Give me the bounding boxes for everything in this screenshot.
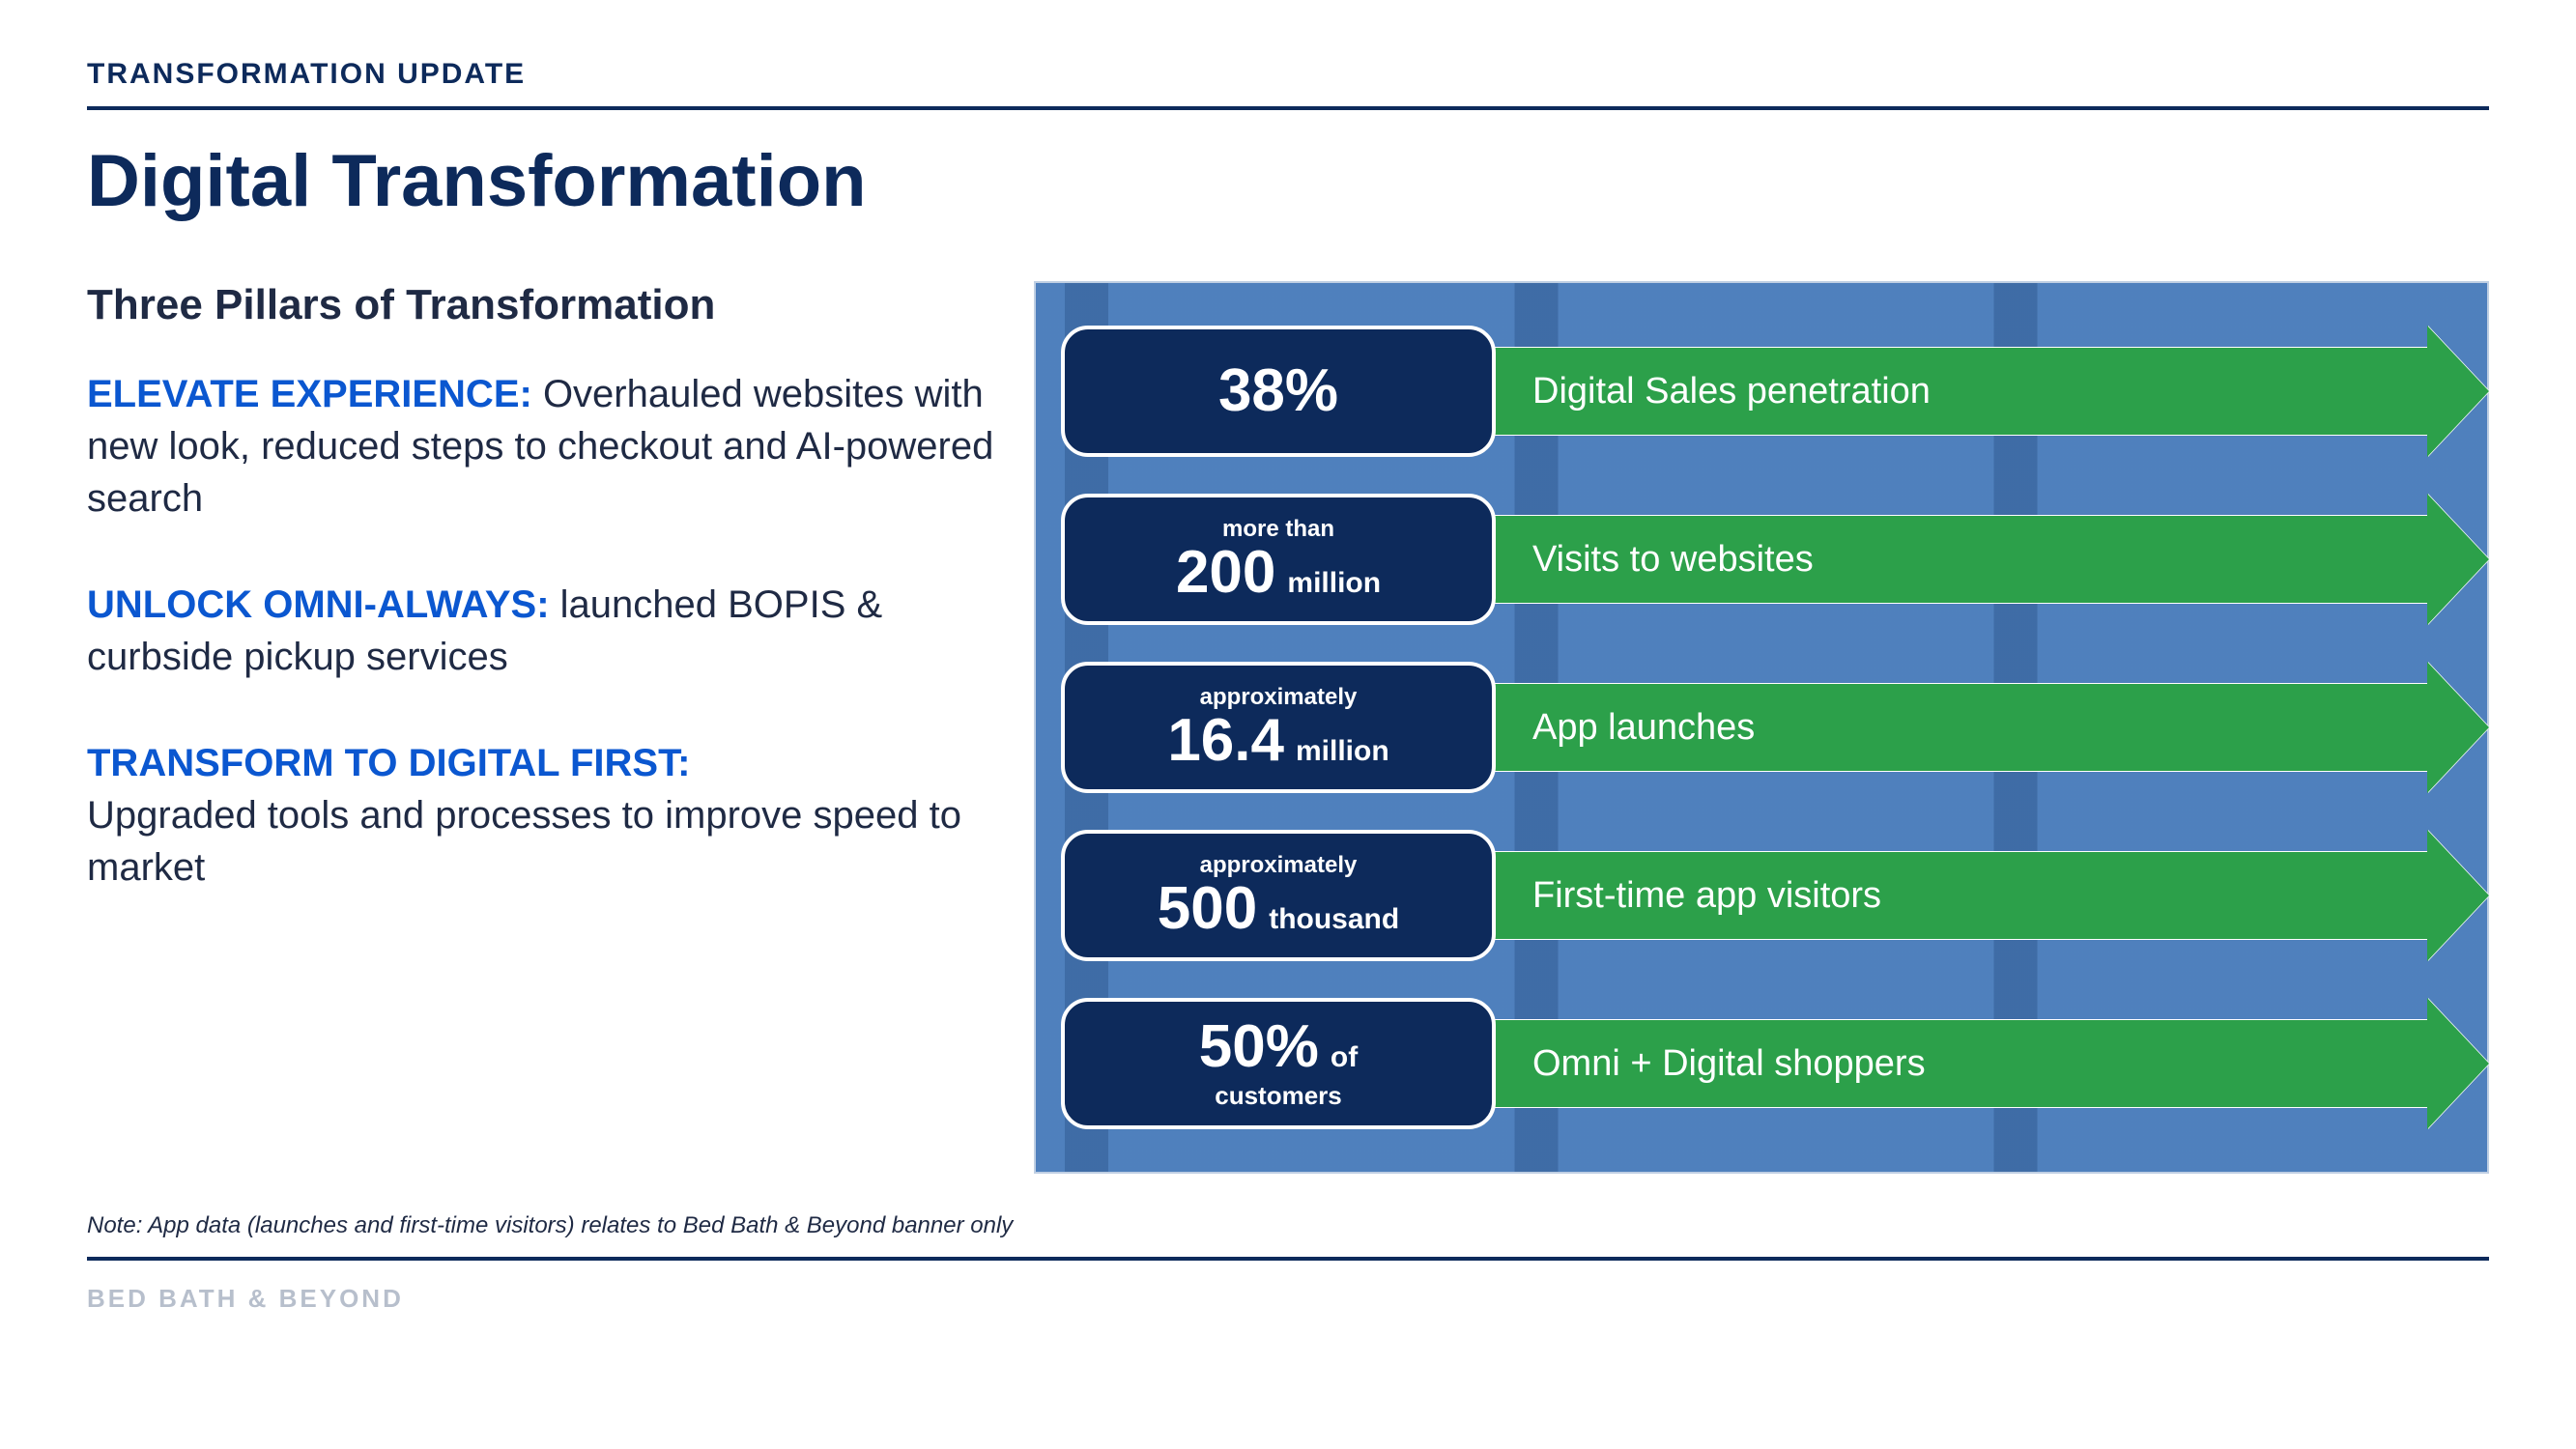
body: Three Pillars of Transformation ELEVATE …	[87, 281, 2489, 1174]
arrow-head-icon	[2427, 662, 2489, 793]
metric-label-3: App launches	[1474, 683, 2427, 772]
metric-row-4: approximately 500thousand First-time app…	[1061, 830, 2489, 961]
left-column: Three Pillars of Transformation ELEVATE …	[87, 281, 995, 1174]
metric-pill-4: approximately 500thousand	[1061, 830, 1496, 961]
footer-rule	[87, 1257, 2489, 1261]
metric-pill-1: 38%	[1061, 326, 1496, 457]
metric-arrow-3: App launches	[1474, 662, 2489, 793]
pillar-1: ELEVATE EXPERIENCE: Overhauled websites …	[87, 368, 995, 525]
arrow-head-icon	[2427, 326, 2489, 457]
arrow-head-icon	[2427, 494, 2489, 625]
metric-pill-5: 50%of customers	[1061, 998, 1496, 1129]
metric-rows: 38% Digital Sales penetration more than …	[1034, 281, 2489, 1174]
arrow-head-icon	[2427, 830, 2489, 961]
metric-arrow-4: First-time app visitors	[1474, 830, 2489, 961]
page-title: Digital Transformation	[87, 139, 2489, 223]
metric-value-1: 38%	[1218, 361, 1338, 421]
metric-label-1: Digital Sales penetration	[1474, 347, 2427, 436]
subhead: Three Pillars of Transformation	[87, 281, 995, 329]
metric-pill-3: approximately 16.4million	[1061, 662, 1496, 793]
metric-arrow-5: Omni + Digital shoppers	[1474, 998, 2489, 1129]
metric-row-1: 38% Digital Sales penetration	[1061, 326, 2489, 457]
pillar-2: UNLOCK OMNI-ALWAYS: launched BOPIS & cur…	[87, 579, 995, 683]
metric-label-5: Omni + Digital shoppers	[1474, 1019, 2427, 1108]
metric-value-5: 50%of	[1199, 1017, 1358, 1077]
metric-arrow-2: Visits to websites	[1474, 494, 2489, 625]
eyebrow: TRANSFORMATION UPDATE	[87, 58, 2489, 91]
pillar-3-lead: TRANSFORM TO DIGITAL FIRST:	[87, 742, 690, 784]
slide: TRANSFORMATION UPDATE Digital Transforma…	[0, 0, 2576, 1449]
pillar-3-text: Upgraded tools and processes to improve …	[87, 794, 961, 889]
arrow-head-icon	[2427, 998, 2489, 1129]
metric-row-2: more than 200million Visits to websites	[1061, 494, 2489, 625]
metric-row-3: approximately 16.4million App launches	[1061, 662, 2489, 793]
pillar-3: TRANSFORM TO DIGITAL FIRST: Upgraded too…	[87, 737, 995, 894]
metric-post-5: customers	[1215, 1081, 1342, 1111]
metric-arrow-1: Digital Sales penetration	[1474, 326, 2489, 457]
header-rule	[87, 106, 2489, 110]
metric-value-3: 16.4million	[1167, 711, 1388, 771]
metric-pill-2: more than 200million	[1061, 494, 1496, 625]
pillar-1-lead: ELEVATE EXPERIENCE:	[87, 373, 532, 415]
metric-label-2: Visits to websites	[1474, 515, 2427, 604]
brand-mark: BED BATH & BEYOND	[87, 1284, 2489, 1314]
metric-value-4: 500thousand	[1158, 879, 1399, 939]
right-column: 38% Digital Sales penetration more than …	[1034, 281, 2489, 1174]
metric-row-5: 50%of customers Omni + Digital shoppers	[1061, 998, 2489, 1129]
footnote: Note: App data (launches and first-time …	[87, 1212, 2489, 1239]
metric-value-2: 200million	[1176, 543, 1381, 603]
metric-label-4: First-time app visitors	[1474, 851, 2427, 940]
pillar-2-lead: UNLOCK OMNI-ALWAYS:	[87, 583, 550, 626]
